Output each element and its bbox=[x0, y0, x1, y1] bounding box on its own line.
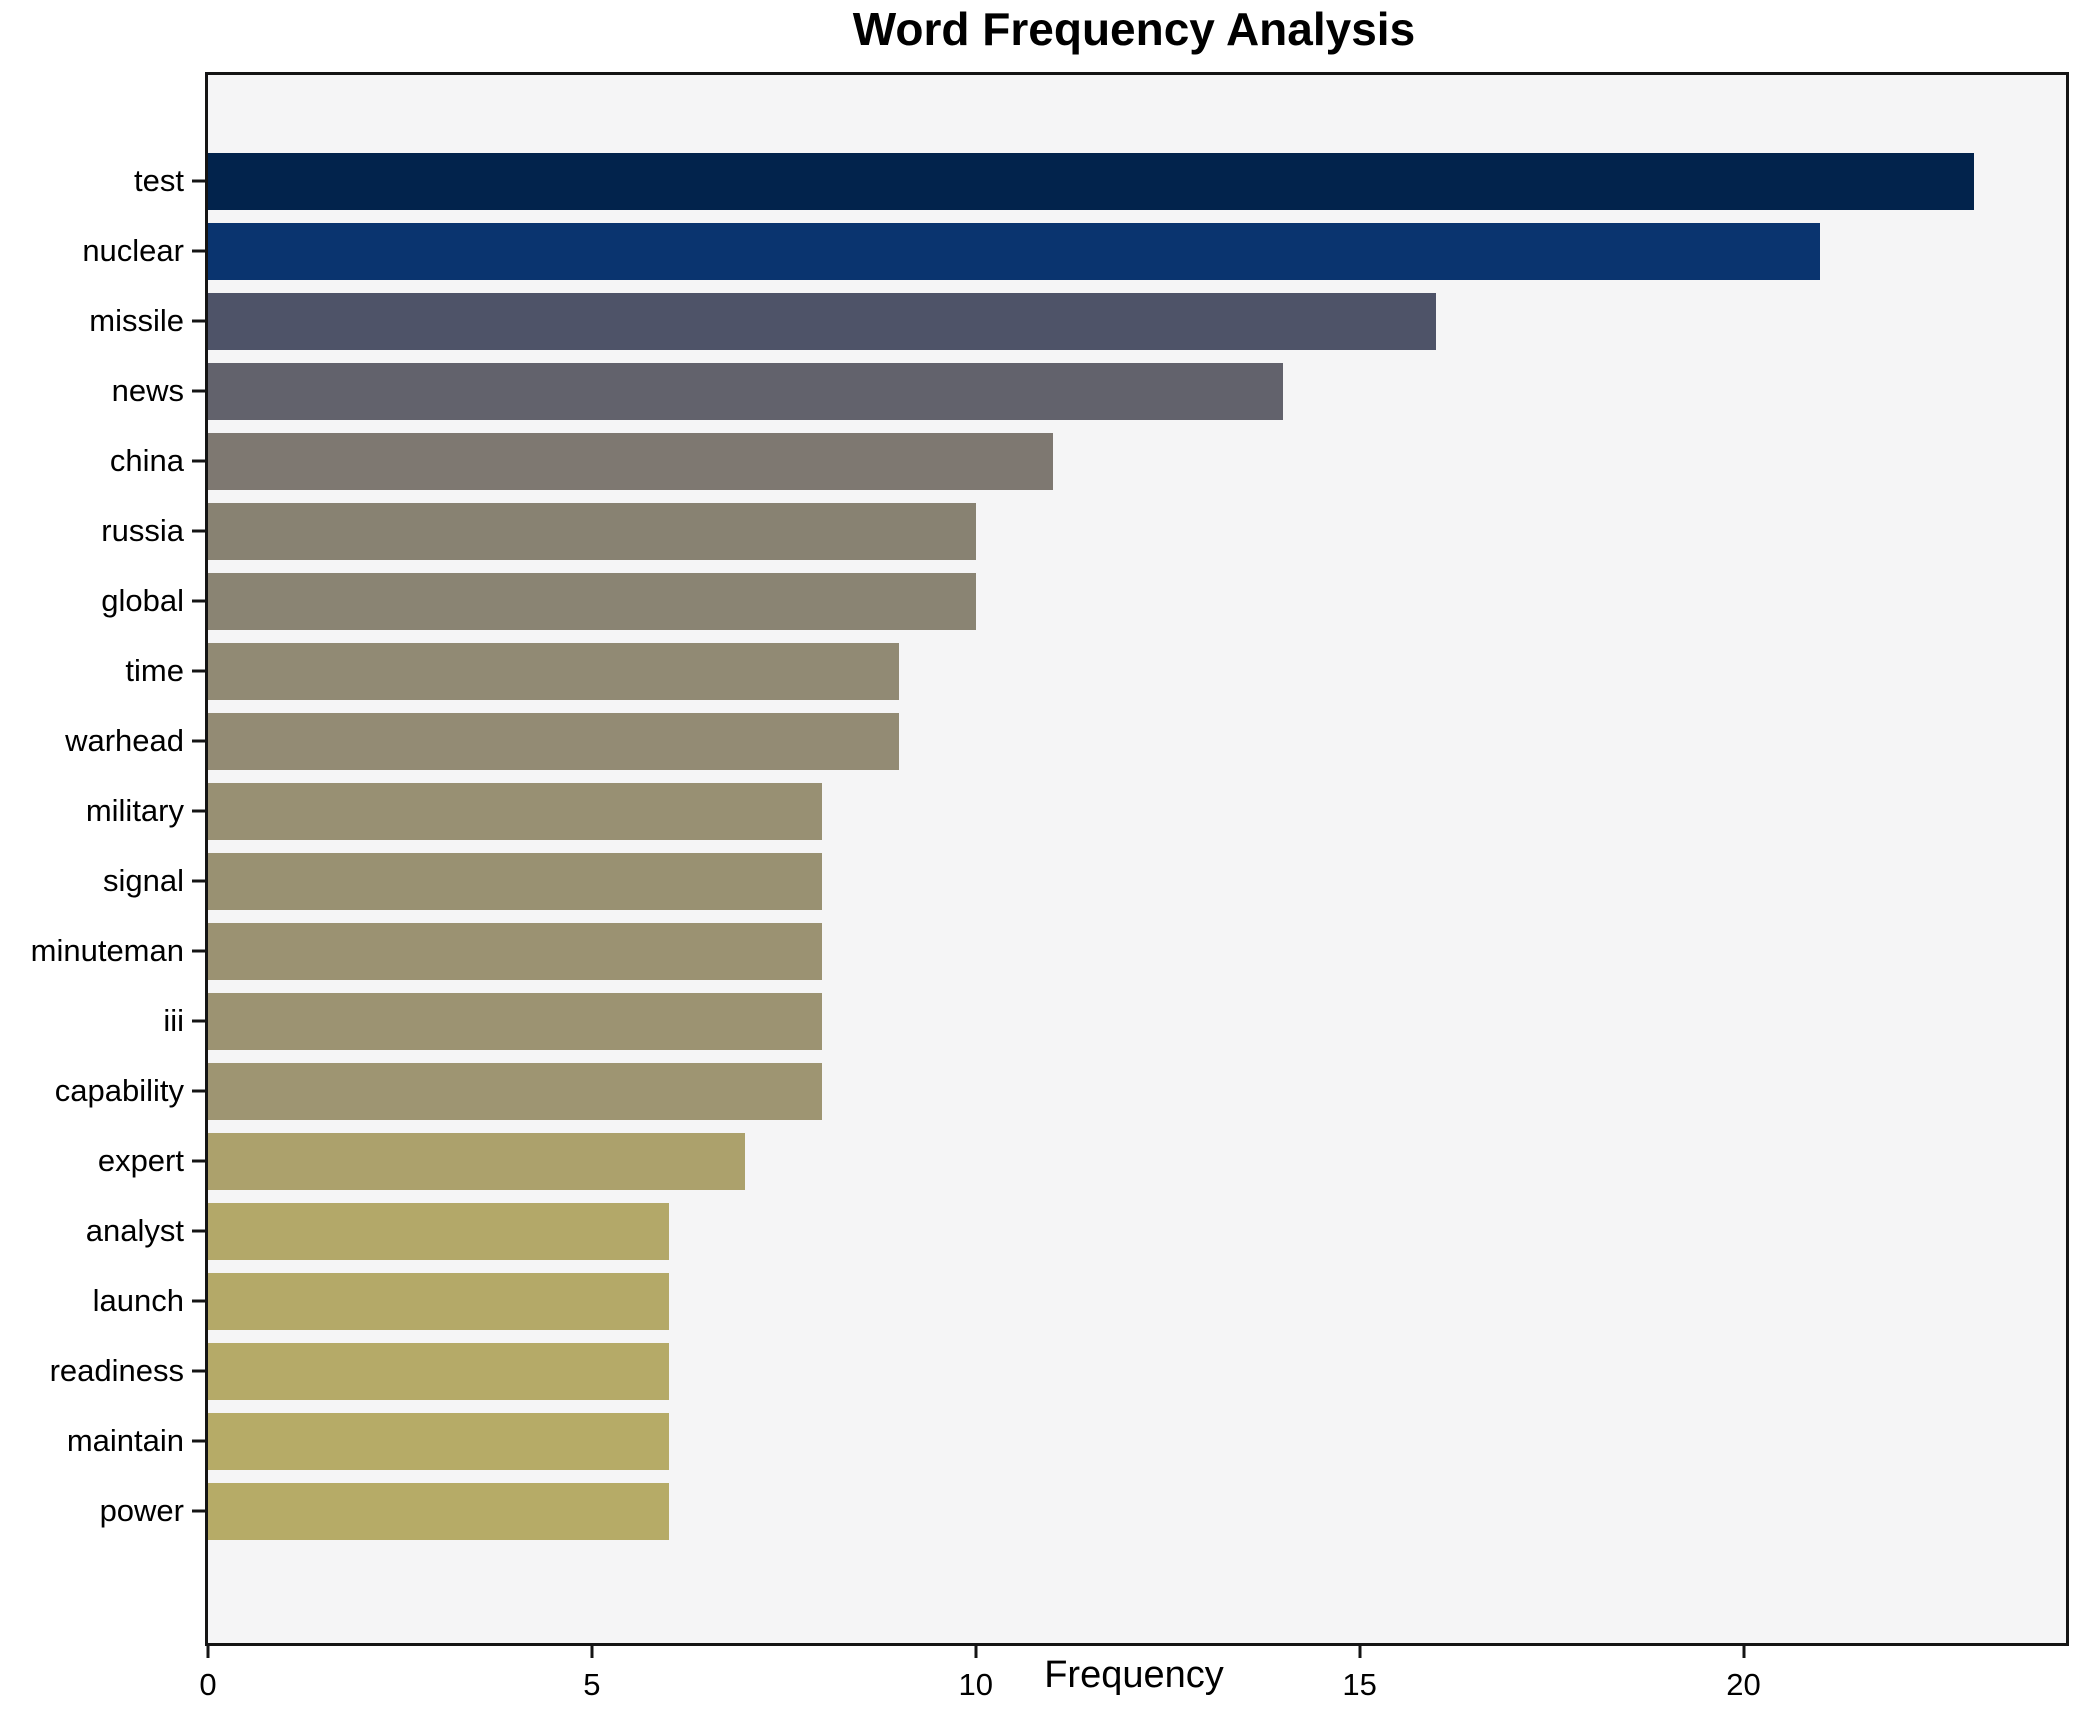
y-tick-label-expert: expert bbox=[97, 1143, 184, 1178]
bar-power bbox=[208, 1482, 669, 1540]
bar-minuteman bbox=[208, 922, 823, 980]
y-tick-mark bbox=[192, 1369, 205, 1373]
bar-china bbox=[208, 432, 1053, 490]
x-tick-mark bbox=[206, 1646, 210, 1658]
chart-title: Word Frequency Analysis bbox=[852, 3, 1416, 55]
bar-nuclear bbox=[208, 222, 1821, 280]
x-tick-mark bbox=[590, 1646, 594, 1658]
x-tick-label-0: 0 bbox=[199, 1667, 217, 1702]
bar-missile bbox=[208, 292, 1437, 350]
y-tick-label-russia: russia bbox=[101, 513, 184, 548]
y-tick-label-power: power bbox=[99, 1493, 184, 1528]
y-tick-label-nuclear: nuclear bbox=[82, 233, 184, 268]
y-tick-mark bbox=[192, 319, 205, 323]
y-tick-mark bbox=[192, 1089, 205, 1093]
x-tick-label-20: 20 bbox=[1726, 1667, 1761, 1702]
y-tick-mark bbox=[192, 1229, 205, 1233]
y-tick-mark bbox=[192, 809, 205, 813]
plot-area: test nuclear missile news china russia global t… bbox=[31, 72, 2069, 1702]
y-tick-mark bbox=[192, 1509, 205, 1513]
bar-global bbox=[208, 572, 976, 630]
x-tick-mark bbox=[1742, 1646, 1746, 1658]
bar-launch bbox=[208, 1272, 669, 1330]
y-tick-mark bbox=[192, 459, 205, 463]
y-tick-label-readiness: readiness bbox=[49, 1353, 184, 1388]
y-tick-mark bbox=[192, 529, 205, 533]
y-tick-mark bbox=[192, 1159, 205, 1163]
bar-analyst bbox=[208, 1202, 669, 1260]
x-axis-label: Frequency bbox=[1044, 1654, 1224, 1696]
y-tick-mark bbox=[192, 1439, 205, 1443]
x-tick-label-10: 10 bbox=[958, 1667, 994, 1702]
x-tick-mark bbox=[974, 1646, 978, 1658]
bar-expert bbox=[208, 1132, 746, 1190]
y-tick-label-time: time bbox=[125, 653, 184, 688]
y-tick-label-iii: iii bbox=[163, 1003, 184, 1038]
y-tick-label-signal: signal bbox=[103, 863, 184, 898]
y-tick-mark bbox=[192, 739, 205, 743]
y-tick-mark bbox=[192, 949, 205, 953]
y-tick-label-test: test bbox=[134, 163, 184, 198]
y-tick-label-china: china bbox=[109, 443, 184, 478]
y-tick-mark bbox=[192, 669, 205, 673]
y-tick-label-warhead: warhead bbox=[65, 723, 184, 758]
bar-test bbox=[208, 152, 1974, 210]
y-tick-mark bbox=[192, 879, 205, 883]
y-tick-mark bbox=[192, 389, 205, 393]
bar-signal bbox=[208, 852, 823, 910]
bar-warhead bbox=[208, 712, 899, 770]
y-tick-label-global: global bbox=[101, 583, 184, 618]
y-tick-label-minuteman: minuteman bbox=[30, 933, 184, 968]
x-tick-mark bbox=[1358, 1646, 1362, 1658]
y-tick-mark bbox=[192, 599, 205, 603]
bar-military bbox=[208, 782, 823, 840]
bar-russia bbox=[208, 502, 976, 560]
bar-capability bbox=[208, 1062, 823, 1120]
y-tick-mark bbox=[192, 1299, 205, 1303]
bar-maintain bbox=[208, 1412, 669, 1470]
y-tick-mark bbox=[192, 179, 205, 183]
y-tick-label-capability: capability bbox=[54, 1073, 184, 1108]
y-tick-label-news: news bbox=[111, 373, 184, 408]
bar-iii bbox=[208, 992, 823, 1050]
y-tick-label-military: military bbox=[85, 793, 184, 828]
y-tick-mark bbox=[192, 249, 205, 253]
y-tick-label-launch: launch bbox=[92, 1283, 184, 1318]
bar-news bbox=[208, 362, 1283, 420]
y-tick-mark bbox=[192, 1019, 205, 1023]
y-tick-label-analyst: analyst bbox=[85, 1213, 184, 1248]
y-tick-label-maintain: maintain bbox=[66, 1423, 184, 1458]
y-tick-label-missile: missile bbox=[89, 303, 184, 338]
x-tick-label-15: 15 bbox=[1342, 1667, 1377, 1702]
x-tick-label-5: 5 bbox=[583, 1667, 601, 1702]
bar-time bbox=[208, 642, 899, 700]
bar-readiness bbox=[208, 1342, 669, 1400]
